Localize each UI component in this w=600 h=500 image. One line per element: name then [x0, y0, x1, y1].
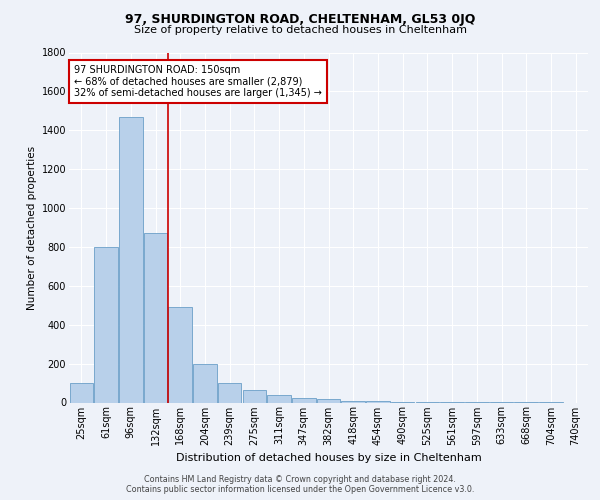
Bar: [268, 394, 291, 402]
Bar: [70, 383, 93, 402]
Bar: [242, 390, 266, 402]
Bar: [193, 364, 217, 403]
Bar: [341, 400, 365, 402]
Bar: [144, 234, 167, 402]
Bar: [218, 383, 241, 402]
Bar: [317, 398, 340, 402]
X-axis label: Distribution of detached houses by size in Cheltenham: Distribution of detached houses by size …: [176, 453, 481, 463]
Y-axis label: Number of detached properties: Number of detached properties: [28, 146, 37, 310]
Bar: [366, 401, 389, 402]
Bar: [94, 247, 118, 402]
Text: 97 SHURDINGTON ROAD: 150sqm
← 68% of detached houses are smaller (2,879)
32% of : 97 SHURDINGTON ROAD: 150sqm ← 68% of det…: [74, 64, 322, 98]
Text: Contains HM Land Registry data © Crown copyright and database right 2024.
Contai: Contains HM Land Registry data © Crown c…: [126, 474, 474, 494]
Bar: [119, 116, 143, 403]
Text: 97, SHURDINGTON ROAD, CHELTENHAM, GL53 0JQ: 97, SHURDINGTON ROAD, CHELTENHAM, GL53 0…: [125, 12, 475, 26]
Bar: [169, 307, 192, 402]
Text: Size of property relative to detached houses in Cheltenham: Size of property relative to detached ho…: [133, 25, 467, 35]
Bar: [292, 398, 316, 402]
